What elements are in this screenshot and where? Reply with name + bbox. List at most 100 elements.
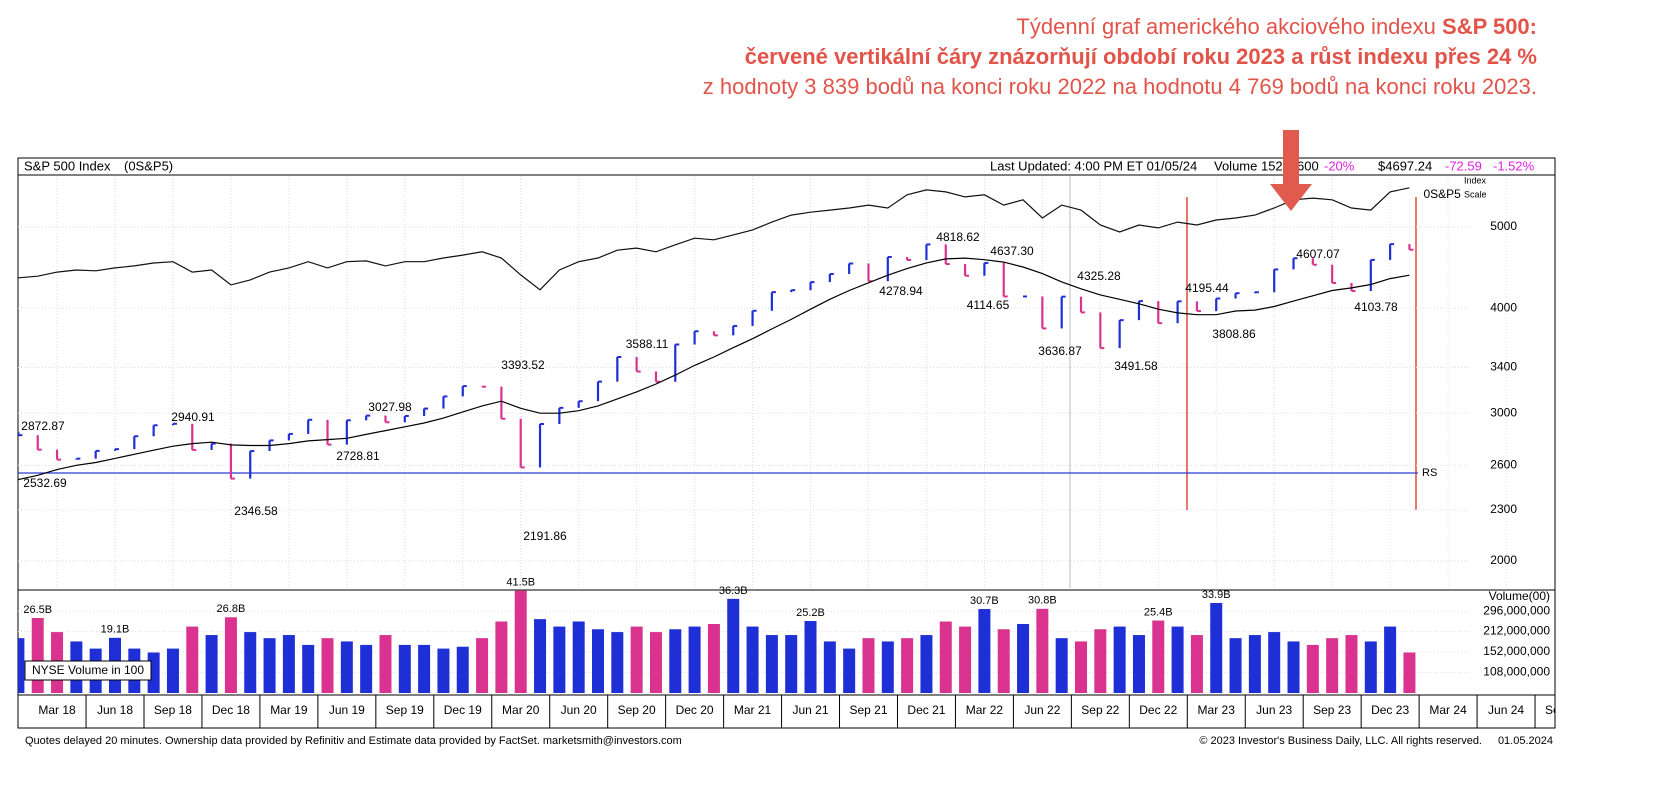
volume-title-box bbox=[24, 660, 152, 681]
volume-bar bbox=[1152, 620, 1165, 693]
reference-label: RS bbox=[1422, 467, 1437, 479]
volume-value-label: 19.1B bbox=[101, 624, 130, 636]
series-line bbox=[18, 187, 1410, 291]
volume-bar bbox=[418, 644, 431, 693]
volume-bar bbox=[398, 644, 411, 693]
volume-bar bbox=[340, 641, 353, 693]
volume-bar bbox=[1055, 638, 1068, 693]
volume-bar bbox=[1384, 626, 1397, 693]
header-volume: Volume 152,5 bbox=[1214, 158, 1294, 173]
x-tick-label: Mar 24 bbox=[1429, 703, 1467, 717]
volume-title: NYSE Volume in 100 bbox=[32, 663, 144, 677]
price-annotation: 4637.30 bbox=[990, 244, 1034, 258]
volume-bar bbox=[1403, 652, 1416, 693]
caption-text: Týdenní graf amerického akciového indexu bbox=[1016, 14, 1435, 39]
volume-value-label: 30.8B bbox=[1028, 595, 1057, 607]
volume-axis-label: Volume(00) bbox=[1489, 589, 1550, 603]
volume-value-label: 33.9B bbox=[1202, 589, 1231, 601]
volume-bar bbox=[1326, 638, 1339, 693]
header-volume: 600 bbox=[1297, 158, 1319, 173]
price-annotation: 4818.62 bbox=[936, 230, 980, 244]
x-tick-label: Dec 19 bbox=[444, 703, 482, 717]
header-title: S&P 500 Index bbox=[24, 158, 111, 173]
price-annotation: 3027.98 bbox=[368, 400, 412, 414]
volume-bar bbox=[495, 621, 508, 693]
y-tick-label: 4000 bbox=[1490, 300, 1517, 314]
volume-bar bbox=[1036, 608, 1049, 693]
volume-bar bbox=[437, 648, 450, 693]
volume-bar bbox=[881, 641, 894, 693]
x-tick-label: Sep 18 bbox=[154, 703, 192, 717]
caption-line: Týdenní graf amerického akciového indexu… bbox=[1016, 14, 1537, 39]
volume-bar bbox=[1132, 635, 1145, 693]
plot: Mar 18 Jun 18 Sep 18 Dec 18 Mar 19 Jun 19 Sep … bbox=[18, 176, 1583, 728]
volume-bar bbox=[572, 621, 585, 693]
volume-value-label: 36.3B bbox=[719, 585, 748, 597]
volume-bar bbox=[843, 648, 856, 693]
price-annotation: 2191.86 bbox=[523, 529, 567, 543]
volume-bar bbox=[1229, 638, 1242, 693]
volume-bar bbox=[1171, 626, 1184, 693]
volume-bar bbox=[1306, 644, 1319, 693]
volume-bar bbox=[263, 638, 276, 693]
x-tick-label: Sep 24 bbox=[1545, 703, 1583, 717]
caption-line: červené vertikální čáry znázorňují obdob… bbox=[745, 44, 1537, 69]
volume-bar bbox=[553, 626, 566, 693]
x-tick-label: Sep 19 bbox=[386, 703, 424, 717]
x-tick-label: Jun 24 bbox=[1488, 703, 1524, 717]
arrow bbox=[1270, 184, 1312, 211]
frame bbox=[17, 157, 1556, 729]
volume-bar bbox=[166, 648, 179, 693]
x-tick-label: Sep 22 bbox=[1081, 703, 1119, 717]
volume-bar bbox=[823, 641, 836, 693]
volume-bar bbox=[224, 617, 237, 693]
volume-bar bbox=[1345, 635, 1358, 693]
price-annotation: 2532.69 bbox=[23, 476, 67, 490]
arrow bbox=[1283, 130, 1299, 186]
footer-date: 01.05.2024 bbox=[1498, 735, 1553, 747]
volume-tick-label: 108,000,000 bbox=[1483, 665, 1550, 679]
x-tick-label: Jun 22 bbox=[1024, 703, 1060, 717]
y-tick-label: 2600 bbox=[1490, 457, 1517, 471]
x-tick-label: Jun 20 bbox=[561, 703, 597, 717]
volume-value-label: 26.5B bbox=[23, 604, 52, 616]
volume-bar bbox=[669, 629, 682, 693]
price-annotation: 4103.78 bbox=[1354, 300, 1398, 314]
volume-bar bbox=[959, 626, 972, 693]
footer-copyright: © 2023 Investor's Business Daily, LLC. A… bbox=[1199, 735, 1482, 747]
volume-bar bbox=[939, 621, 952, 693]
volume-bar bbox=[302, 644, 315, 693]
volume-tick-label: 212,000,000 bbox=[1483, 624, 1550, 638]
price-annotation: 3393.52 bbox=[501, 358, 545, 372]
volume-bar bbox=[765, 635, 778, 693]
header-price-change: -72.59 bbox=[1445, 158, 1482, 173]
volume-tick-label: 152,000,000 bbox=[1483, 644, 1550, 658]
price-annotation: 3808.86 bbox=[1212, 327, 1256, 341]
volume-bar bbox=[321, 638, 334, 693]
x-tick-label: Mar 20 bbox=[502, 703, 540, 717]
x-tick-label: Mar 19 bbox=[270, 703, 308, 717]
volume-value-label: 25.4B bbox=[1144, 606, 1173, 618]
header-price-change-pct: -1.52% bbox=[1493, 158, 1535, 173]
volume-bar bbox=[1113, 626, 1126, 693]
y-tick-label: 2300 bbox=[1490, 502, 1517, 516]
x-tick-label: Dec 21 bbox=[907, 703, 945, 717]
volume-bar bbox=[707, 623, 720, 693]
x-tick-label: Sep 20 bbox=[618, 703, 656, 717]
y-axis-label: Scale bbox=[1464, 189, 1487, 199]
volume-bar bbox=[1248, 635, 1261, 693]
price-annotation: 2728.81 bbox=[336, 449, 380, 463]
y-tick-label: 3400 bbox=[1490, 360, 1517, 374]
series-label: 0S&P5 bbox=[1423, 187, 1461, 201]
volume-bar bbox=[746, 626, 759, 693]
caption-line: z hodnoty 3 839 bodů na konci roku 2022 … bbox=[703, 74, 1537, 99]
volume-bar bbox=[649, 632, 662, 693]
price-annotation: 3636.87 bbox=[1038, 344, 1082, 358]
y-tick-label: 3000 bbox=[1490, 405, 1517, 419]
x-tick-label: Dec 18 bbox=[212, 703, 250, 717]
x-tick-label: Mar 18 bbox=[38, 703, 76, 717]
price-annotation: 2940.91 bbox=[171, 410, 215, 424]
volume-bar bbox=[611, 632, 624, 693]
volume-bar bbox=[862, 638, 875, 693]
